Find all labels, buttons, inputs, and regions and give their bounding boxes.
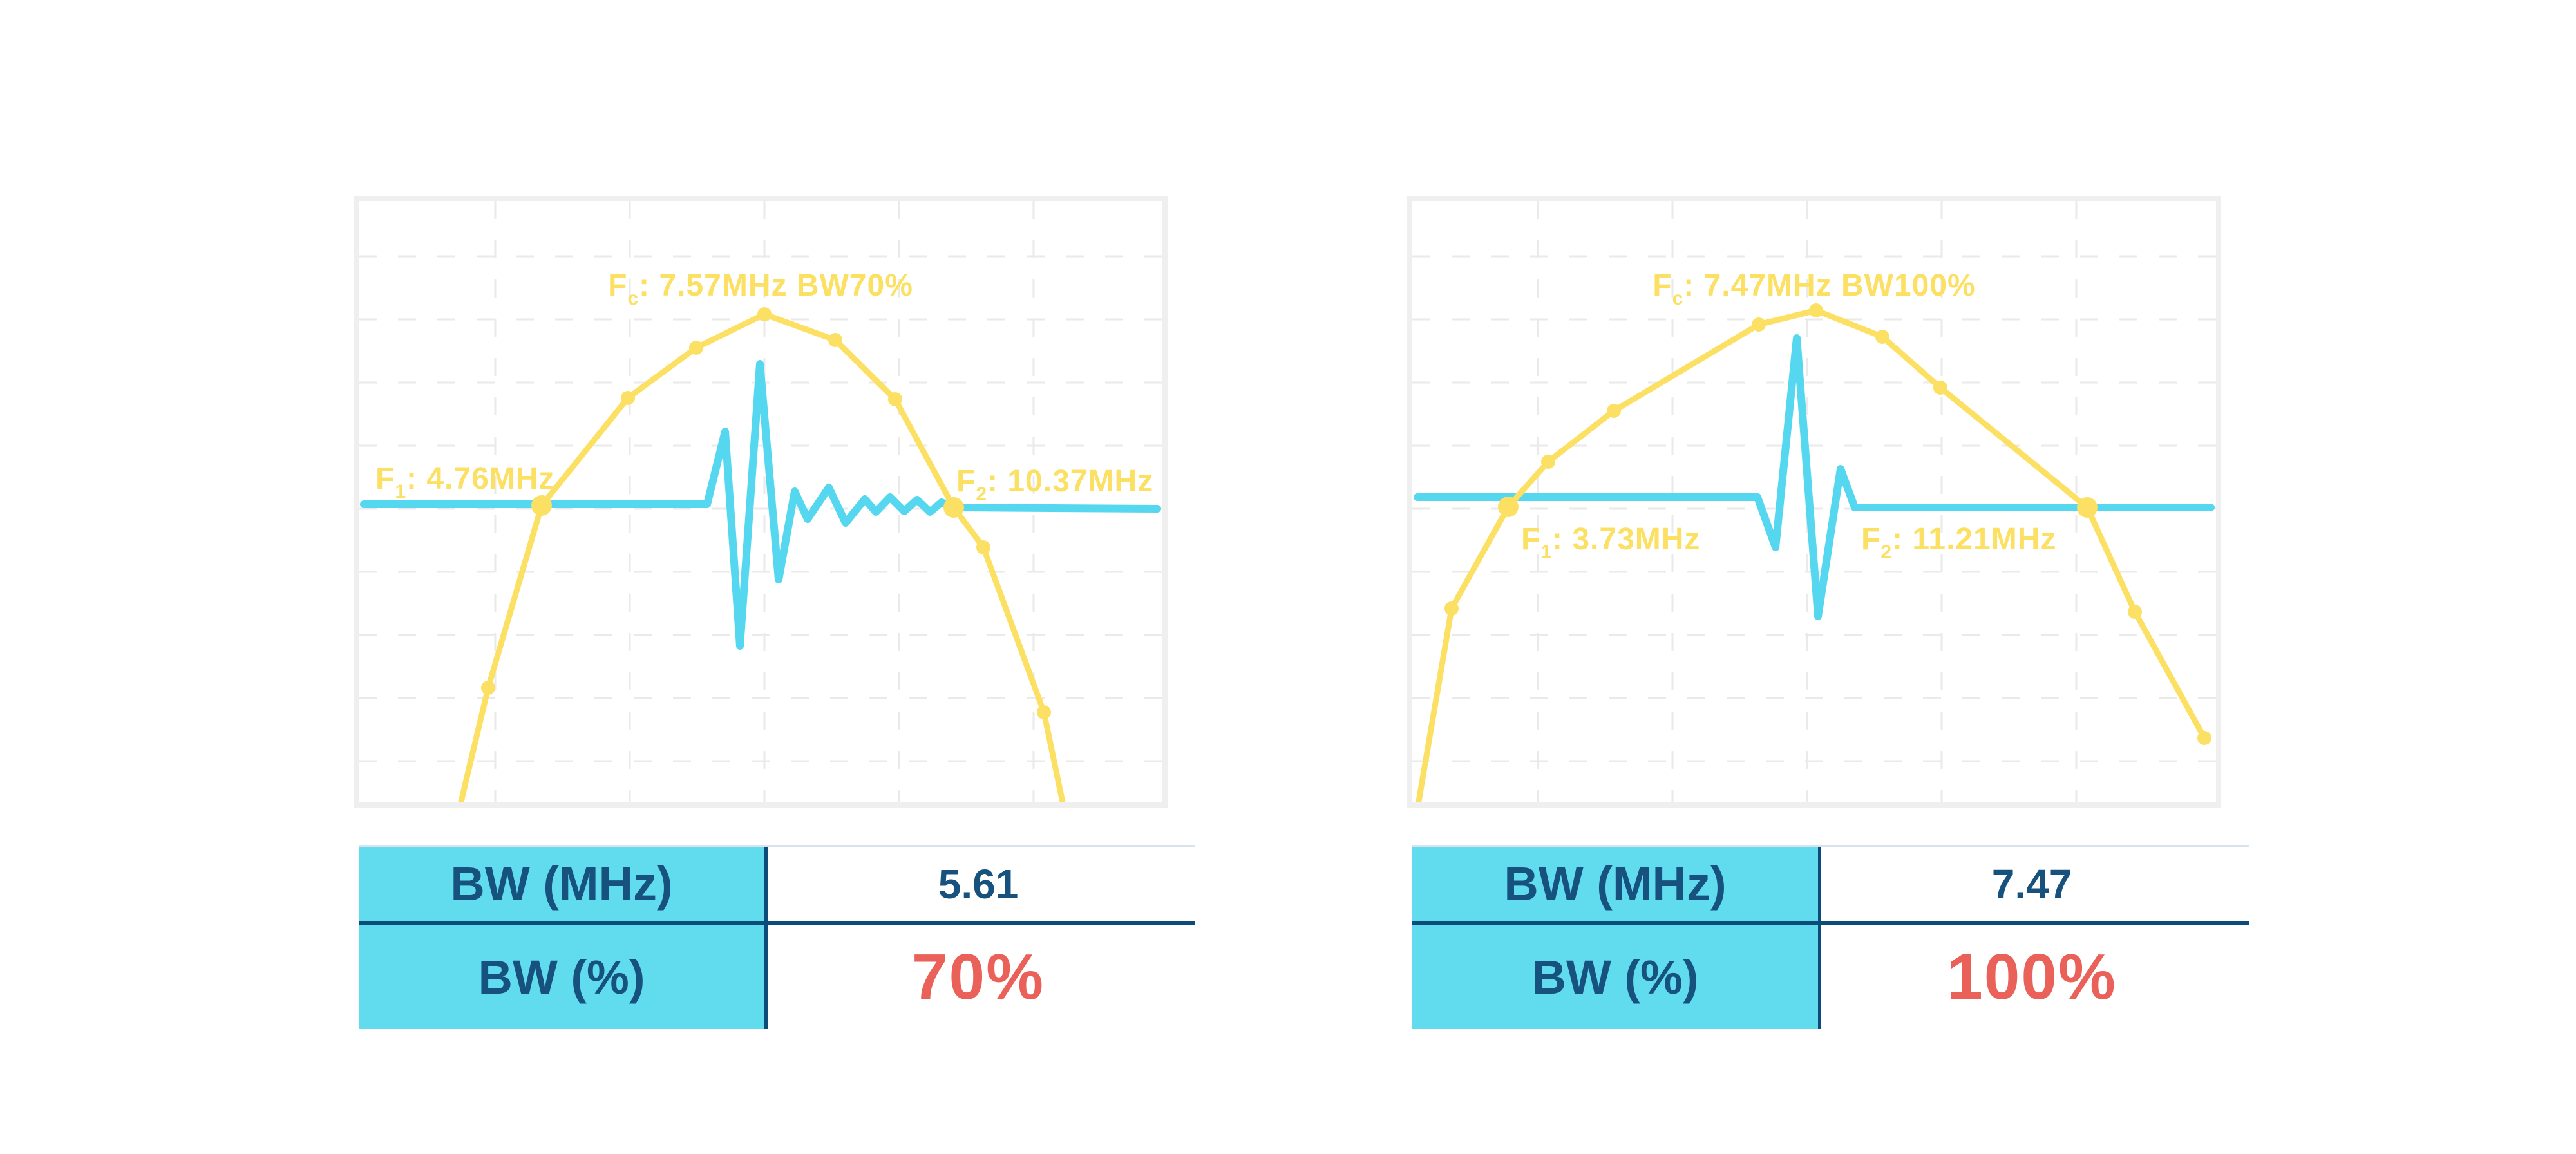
f2-base: F (1861, 522, 1881, 556)
fc-subscript: c (1672, 288, 1684, 309)
spectrum-point-dot (1037, 705, 1051, 719)
table-divider-horizontal (1412, 921, 2249, 925)
chart-title-left: Fc: 7.57MHz BW70% (359, 268, 1162, 309)
spectrum-point-dot (481, 681, 495, 695)
table-divider-vertical (1818, 847, 1821, 1029)
bw-mhz-label: BW (MHz) (1412, 847, 1818, 921)
bw-table-right: BW (MHz) 7.47 BW (%) 100% (1412, 845, 2249, 1029)
spectrum-point-dot (689, 341, 703, 355)
spectrum-point-dot (976, 540, 990, 554)
f1-label-left: F1: 4.76MHz (375, 461, 555, 502)
spectrum-line (458, 311, 1066, 802)
spectrum-point-dot (888, 392, 902, 406)
spectrum-chart-right: Fc: 7.47MHz BW100% F1: 3.73MHz F2: 11.21… (1407, 196, 2221, 808)
bw-mhz-value: 7.47 (1991, 860, 2072, 907)
spectrum-point-dot (1541, 455, 1555, 469)
spectrum-point-dot (757, 307, 772, 321)
table-topline (1412, 845, 2249, 847)
spectrum-point-dot (828, 333, 842, 347)
f2-value: : 11.21MHz (1892, 522, 2057, 556)
f1-value: : 3.73MHz (1552, 522, 1701, 556)
fc-value: : 7.47MHz BW100% (1683, 269, 1976, 303)
spectrum-chart-left: Fc: 7.57MHz BW70% F1: 4.76MHz F2: 10.37M… (354, 196, 1168, 808)
f1-subscript: 1 (395, 481, 407, 502)
f1-label-right: F1: 3.73MHz (1521, 522, 1701, 563)
f2-subscript: 2 (976, 484, 988, 505)
bw-pct-value: 70% (911, 940, 1045, 1013)
f2-value: : 10.37MHz (987, 464, 1154, 498)
table-row: BW (MHz) 7.47 (1412, 847, 2249, 921)
f1-subscript: 1 (1540, 542, 1553, 563)
pulse-waveform (360, 360, 1161, 650)
spectrum-point-dot (1444, 601, 1459, 616)
bw-table-left: BW (MHz) 5.61 BW (%) 70% (359, 845, 1195, 1029)
fc-value: : 7.57MHz BW70% (639, 269, 913, 303)
crossing-marker-dot (1498, 497, 1519, 517)
crossing-marker-dot (2077, 497, 2098, 518)
table-topline (359, 845, 1195, 847)
fc-base: F (1653, 269, 1672, 303)
bw-mhz-value: 5.61 (938, 860, 1019, 907)
table-row: BW (MHz) 5.61 (359, 847, 1195, 921)
fc-base: F (608, 269, 628, 303)
bw-pct-value: 100% (1947, 940, 2117, 1013)
spectrum-point-dot (1875, 330, 1889, 344)
f1-value: : 4.76MHz (406, 462, 555, 496)
crossing-marker-dot (531, 495, 552, 516)
spectrum-point-dot (1933, 381, 1947, 395)
spectrum-plot-right (1412, 201, 2216, 802)
f1-base: F (1521, 522, 1541, 556)
crossing-marker-dot (943, 497, 964, 518)
f2-label-right: F2: 11.21MHz (1861, 522, 2057, 563)
table-row: BW (%) 70% (359, 925, 1195, 1029)
pulse-waveform (1414, 334, 2215, 620)
table-divider-vertical (764, 847, 768, 1029)
spectrum-point-dot (1607, 404, 1621, 418)
f2-label-left: F2: 10.37MHz (956, 464, 1154, 505)
spectrum-point-dot (1809, 303, 1823, 317)
bw-mhz-label: BW (MHz) (359, 847, 764, 921)
fc-subscript: c (627, 288, 639, 309)
spectrum-point-dot (2128, 605, 2142, 619)
bw-pct-label: BW (%) (359, 925, 764, 1029)
f2-base: F (956, 464, 976, 498)
chart-title-right: Fc: 7.47MHz BW100% (1412, 268, 2216, 309)
spectrum-point-dot (1752, 317, 1766, 332)
f1-base: F (375, 462, 395, 496)
f2-subscript: 2 (1880, 542, 1893, 563)
spectrum-point-dot (621, 391, 635, 405)
bw-pct-label: BW (%) (1412, 925, 1818, 1029)
spectrum-point-dot (2197, 731, 2211, 745)
spectrum-plot-left (359, 201, 1162, 802)
table-row: BW (%) 100% (1412, 925, 2249, 1029)
table-divider-horizontal (359, 921, 1195, 925)
